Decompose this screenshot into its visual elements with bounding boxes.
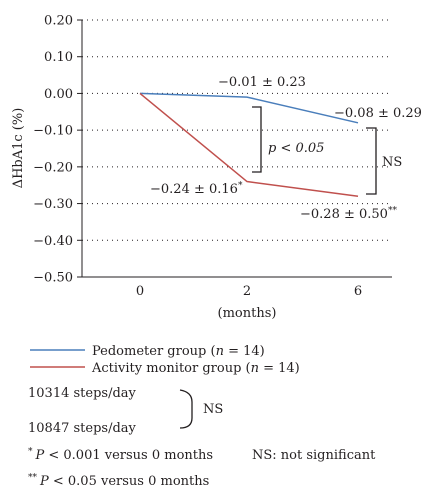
grid-lines bbox=[82, 19, 392, 241]
act-6-mark: ** bbox=[388, 206, 398, 216]
x-tick-label: 0 bbox=[136, 284, 144, 299]
ped-2-label: −0.01 ± 0.23 bbox=[218, 75, 306, 90]
x-axis-label: (months) bbox=[218, 306, 277, 321]
act-2-label: −0.24 ± 0.16* bbox=[150, 181, 243, 197]
y-tick-label: 0.00 bbox=[44, 87, 73, 102]
act-6-label: −0.28 ± 0.50** bbox=[300, 206, 397, 222]
legend-label-activity: Activity monitor group (n = 14) bbox=[91, 361, 300, 376]
footnote-one: * P < 0.001 versus 0 months bbox=[28, 447, 213, 463]
axes bbox=[81, 20, 392, 278]
series-line-activity bbox=[139, 92, 359, 197]
act-2-value: −0.24 ± 0.16 bbox=[150, 182, 238, 197]
x-tick-label: 2 bbox=[243, 284, 251, 299]
series-lines bbox=[139, 92, 359, 197]
ped-6-label: −0.08 ± 0.29 bbox=[334, 106, 422, 121]
y-tick-label: 0.10 bbox=[44, 50, 73, 65]
y-tick-label: −0.30 bbox=[33, 197, 73, 212]
bracket-month-2-label: p < 0.05 bbox=[268, 141, 324, 156]
act-2-mark: * bbox=[238, 181, 243, 191]
series-line-pedometer bbox=[139, 92, 359, 124]
steps-activity: 10847 steps/day bbox=[28, 421, 137, 436]
steps-ns-label: NS bbox=[203, 402, 223, 417]
bracket-month-6-label: NS bbox=[382, 155, 402, 170]
x-tick-label: 6 bbox=[354, 284, 362, 299]
steps-pedometer: 10314 steps/day bbox=[28, 386, 137, 401]
y-tick-label: −0.20 bbox=[33, 160, 73, 175]
bracket-month-2 bbox=[252, 106, 262, 173]
y-tick-label: 0.20 bbox=[44, 14, 73, 29]
x-ticks: 0 2 6 bbox=[136, 284, 362, 299]
bracket-month-6 bbox=[366, 127, 377, 195]
y-ticks: 0.20 0.10 0.00 −0.10 −0.20 −0.30 −0.40 −0.50 bbox=[33, 14, 82, 286]
y-tick-label: −0.10 bbox=[33, 124, 73, 139]
y-axis-label: ΔHbA1c (%) bbox=[11, 108, 26, 189]
legend-label-pedometer: Pedometer group (n = 14) bbox=[92, 344, 265, 359]
y-tick-label: −0.50 bbox=[33, 271, 73, 286]
footnote-two: ** P < 0.05 versus 0 months bbox=[28, 473, 209, 489]
footnote-ns: NS: not significant bbox=[252, 448, 376, 463]
act-6-value: −0.28 ± 0.50 bbox=[300, 207, 388, 222]
y-tick-label: −0.40 bbox=[33, 234, 73, 249]
steps-bracket bbox=[179, 389, 193, 429]
